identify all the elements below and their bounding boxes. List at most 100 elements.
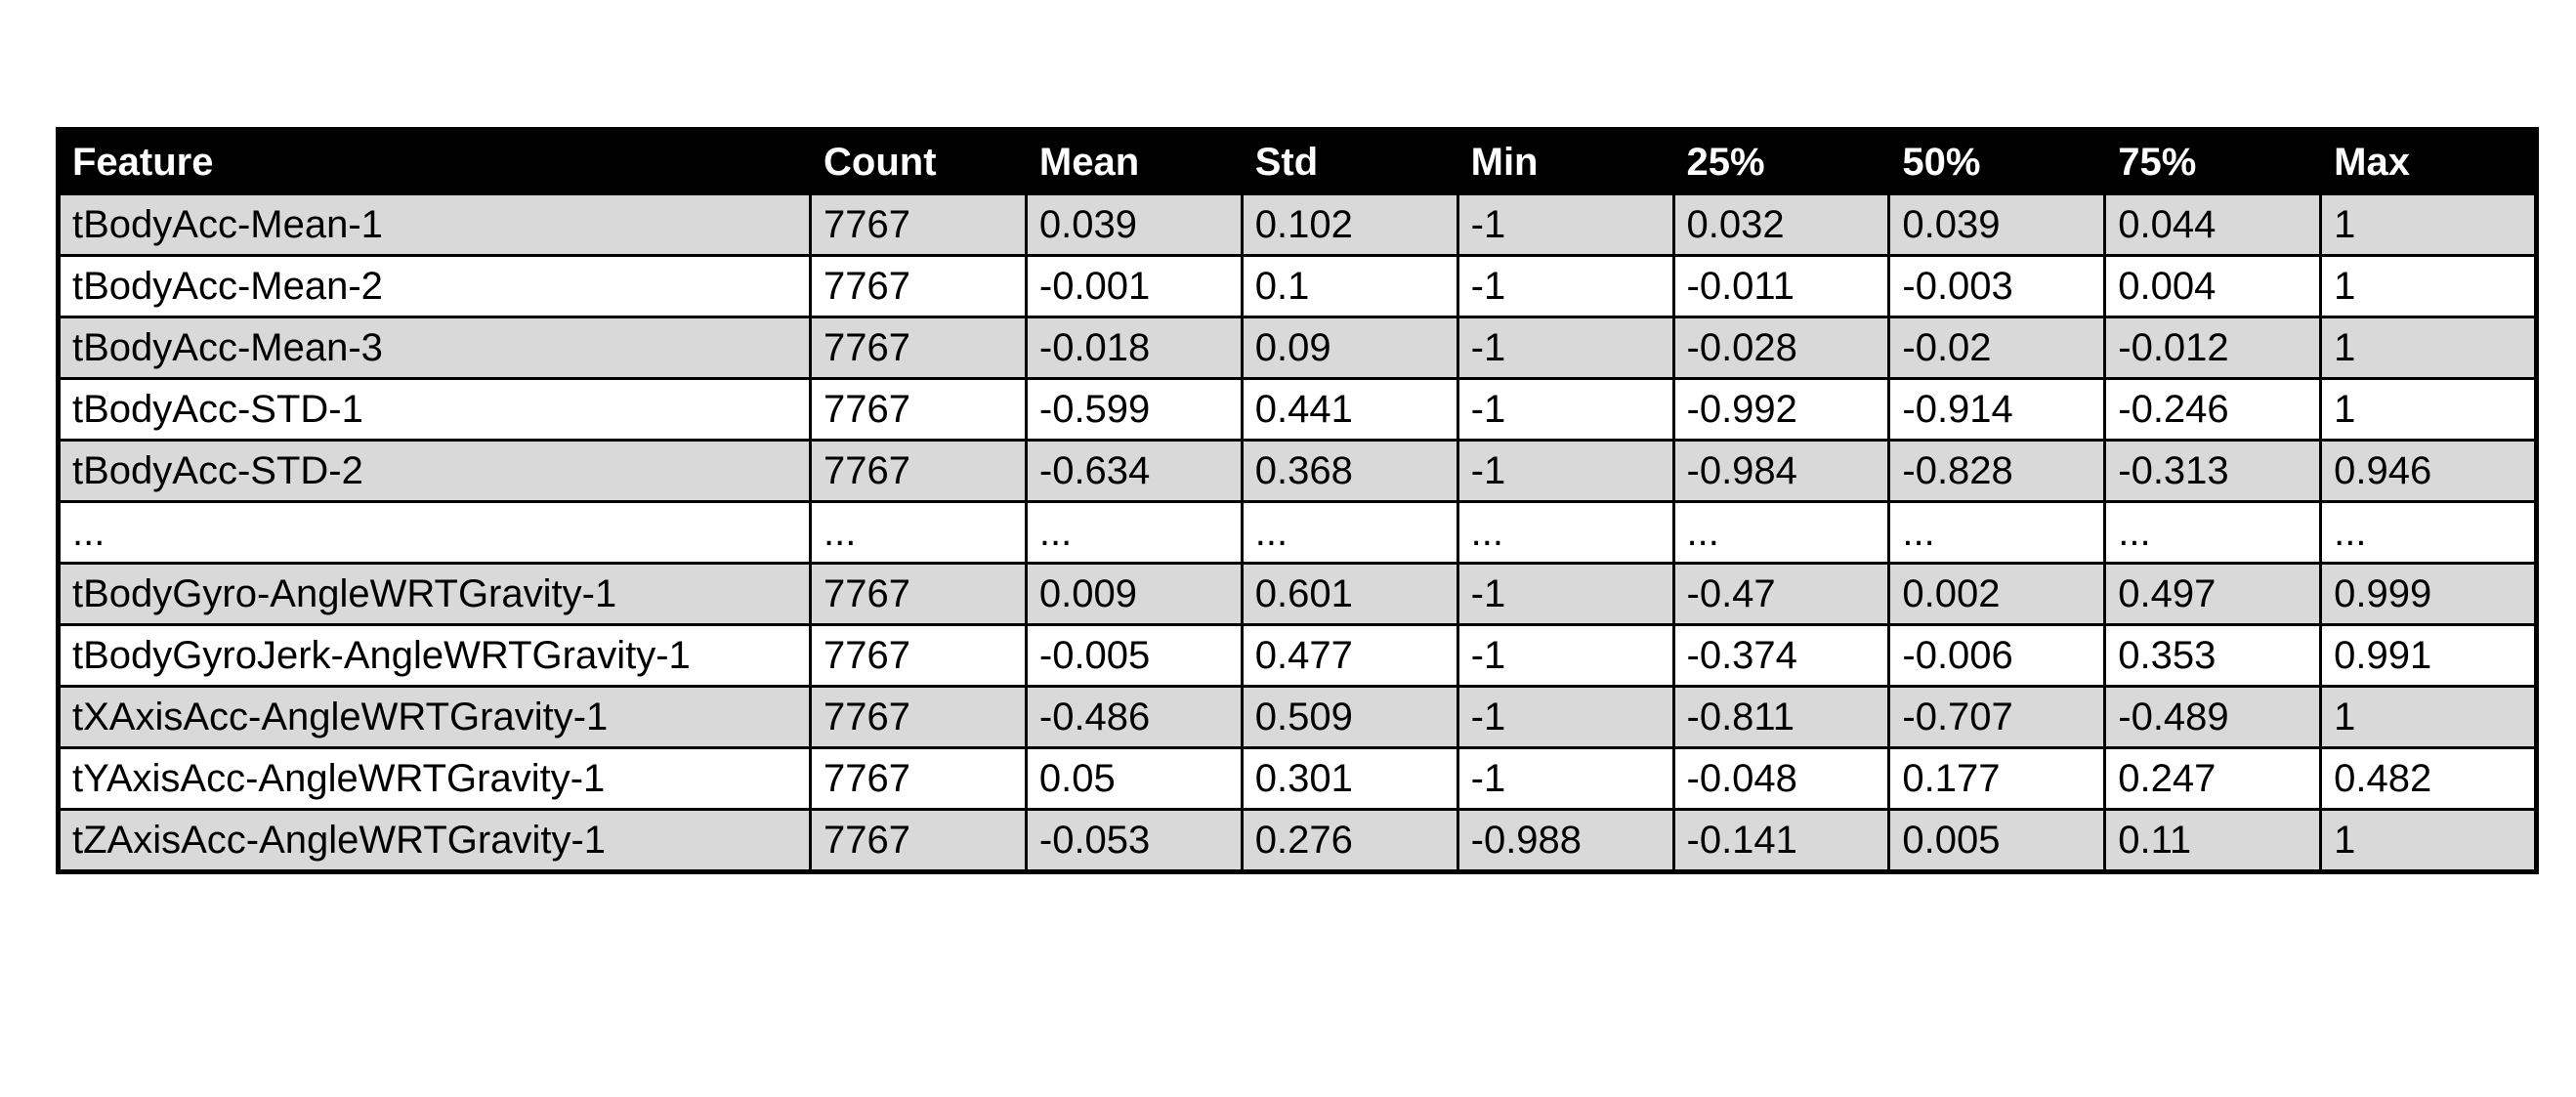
- cell-50pct: 0.002: [1887, 562, 2107, 626]
- cell-mean: -0.001: [1024, 254, 1244, 318]
- cell-75pct: 0.044: [2103, 192, 2323, 257]
- cell-50pct: ...: [1887, 500, 2107, 565]
- header-count: Count: [809, 128, 1028, 195]
- cell-feature: tBodyAcc-Mean-1: [57, 192, 812, 257]
- cell-mean: -0.634: [1024, 439, 1244, 503]
- cell-min: -0.988: [1456, 808, 1675, 873]
- header-max: Max: [2319, 128, 2538, 195]
- cell-min: -1: [1456, 254, 1675, 318]
- cell-min: -1: [1456, 439, 1675, 503]
- cell-75pct: 0.11: [2103, 808, 2323, 873]
- cell-count: 7767: [809, 808, 1028, 873]
- table-row: tBodyGyroJerk-AngleWRTGravity-1 7767 -0.00…: [57, 623, 2538, 688]
- cell-max: 1: [2319, 808, 2538, 873]
- table-body: tBodyAcc-Mean-1 7767 0.039 0.102 -1 0.032 0.03…: [57, 192, 2538, 873]
- cell-50pct: 0.177: [1887, 746, 2107, 811]
- cell-25pct: -0.048: [1671, 746, 1891, 811]
- cell-feature: tBodyAcc-Mean-2: [57, 254, 812, 318]
- cell-25pct: -0.028: [1671, 316, 1891, 380]
- cell-25pct: 0.032: [1671, 192, 1891, 257]
- cell-min: -1: [1456, 316, 1675, 380]
- cell-75pct: -0.313: [2103, 439, 2323, 503]
- cell-min: -1: [1456, 562, 1675, 626]
- cell-max: 0.999: [2319, 562, 2538, 626]
- cell-count: 7767: [809, 562, 1028, 626]
- table-row: tBodyAcc-Mean-1 7767 0.039 0.102 -1 0.032 0.03…: [57, 192, 2538, 257]
- table-row: tZAxisAcc-AngleWRTGravity-1 7767 -0.053 0.2…: [57, 808, 2538, 873]
- cell-75pct: ...: [2103, 500, 2323, 565]
- cell-50pct: -0.006: [1887, 623, 2107, 688]
- cell-std: 0.441: [1240, 377, 1459, 442]
- cell-feature: tBodyAcc-STD-1: [57, 377, 812, 442]
- cell-mean: 0.05: [1024, 746, 1244, 811]
- cell-count: 7767: [809, 439, 1028, 503]
- cell-25pct: -0.011: [1671, 254, 1891, 318]
- table-row: ...........................: [57, 500, 2538, 565]
- cell-min: -1: [1456, 623, 1675, 688]
- cell-count: ...: [809, 500, 1028, 565]
- cell-50pct: 0.039: [1887, 192, 2107, 257]
- cell-25pct: -0.992: [1671, 377, 1891, 442]
- cell-min: -1: [1456, 192, 1675, 257]
- table-header: Feature Count Mean Std Min 25% 50% 75% M…: [57, 128, 2538, 195]
- feature-statistics-table: Feature Count Mean Std Min 25% 50% 75% M…: [56, 127, 2539, 874]
- table-row: tXAxisAcc-AngleWRTGravity-1 7767 -0.486 0.5…: [57, 685, 2538, 749]
- cell-max: 1: [2319, 254, 2538, 318]
- header-25pct: 25%: [1671, 128, 1891, 195]
- cell-max: ...: [2319, 500, 2538, 565]
- cell-25pct: -0.811: [1671, 685, 1891, 749]
- table-row: tBodyGyro-AngleWRTGravity-1 7767 0.009 0.60…: [57, 562, 2538, 626]
- cell-std: 0.102: [1240, 192, 1459, 257]
- cell-std: 0.368: [1240, 439, 1459, 503]
- cell-max: 1: [2319, 377, 2538, 442]
- cell-feature: tBodyGyro-AngleWRTGravity-1: [57, 562, 812, 626]
- cell-75pct: -0.246: [2103, 377, 2323, 442]
- cell-std: 0.301: [1240, 746, 1459, 811]
- cell-mean: -0.053: [1024, 808, 1244, 873]
- cell-std: ...: [1240, 500, 1459, 565]
- cell-max: 1: [2319, 192, 2538, 257]
- cell-25pct: -0.374: [1671, 623, 1891, 688]
- cell-min: ...: [1456, 500, 1675, 565]
- table-row: tYAxisAcc-AngleWRTGravity-1 7767 0.05 0.301…: [57, 746, 2538, 811]
- header-row: Feature Count Mean Std Min 25% 50% 75% M…: [57, 128, 2538, 195]
- cell-mean: -0.599: [1024, 377, 1244, 442]
- cell-std: 0.477: [1240, 623, 1459, 688]
- cell-mean: ...: [1024, 500, 1244, 565]
- cell-mean: 0.009: [1024, 562, 1244, 626]
- cell-25pct: -0.141: [1671, 808, 1891, 873]
- cell-feature: tXAxisAcc-AngleWRTGravity-1: [57, 685, 812, 749]
- header-mean: Mean: [1024, 128, 1244, 195]
- table-row: tBodyAcc-STD-2 7767 -0.634 0.368 -1 -0.984 -0.…: [57, 439, 2538, 503]
- cell-feature: tBodyAcc-Mean-3: [57, 316, 812, 380]
- cell-75pct: 0.497: [2103, 562, 2323, 626]
- cell-max: 1: [2319, 685, 2538, 749]
- cell-std: 0.09: [1240, 316, 1459, 380]
- header-50pct: 50%: [1887, 128, 2107, 195]
- cell-max: 0.991: [2319, 623, 2538, 688]
- cell-25pct: ...: [1671, 500, 1891, 565]
- cell-feature: tBodyGyroJerk-AngleWRTGravity-1: [57, 623, 812, 688]
- cell-feature: ...: [57, 500, 812, 565]
- cell-25pct: -0.47: [1671, 562, 1891, 626]
- cell-count: 7767: [809, 316, 1028, 380]
- table-row: tBodyAcc-Mean-2 7767 -0.001 0.1 -1 -0.011 -0.0…: [57, 254, 2538, 318]
- cell-min: -1: [1456, 377, 1675, 442]
- cell-mean: 0.039: [1024, 192, 1244, 257]
- header-75pct: 75%: [2103, 128, 2323, 195]
- cell-feature: tBodyAcc-STD-2: [57, 439, 812, 503]
- header-std: Std: [1240, 128, 1459, 195]
- table-row: tBodyAcc-Mean-3 7767 -0.018 0.09 -1 -0.028 -0.…: [57, 316, 2538, 380]
- header-min: Min: [1456, 128, 1675, 195]
- cell-75pct: 0.004: [2103, 254, 2323, 318]
- cell-50pct: -0.828: [1887, 439, 2107, 503]
- cell-75pct: -0.489: [2103, 685, 2323, 749]
- cell-mean: -0.005: [1024, 623, 1244, 688]
- table-row: tBodyAcc-STD-1 7767 -0.599 0.441 -1 -0.992 -0.…: [57, 377, 2538, 442]
- cell-count: 7767: [809, 377, 1028, 442]
- cell-75pct: 0.353: [2103, 623, 2323, 688]
- cell-max: 0.482: [2319, 746, 2538, 811]
- cell-min: -1: [1456, 746, 1675, 811]
- cell-max: 1: [2319, 316, 2538, 380]
- cell-count: 7767: [809, 192, 1028, 257]
